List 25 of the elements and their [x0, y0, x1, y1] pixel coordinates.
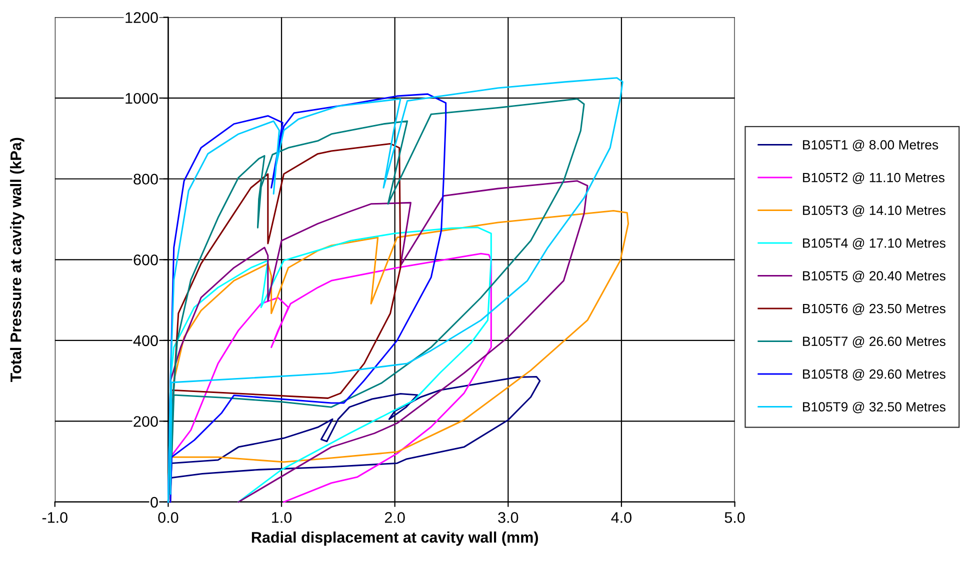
x-tick-label: 4.0	[611, 512, 632, 523]
legend-label: B105T7 @ 26.60 Metres	[803, 336, 946, 348]
legend-label: B105T3 @ 14.10 Metres	[803, 205, 946, 217]
legend-label: B105T5 @ 20.40 Metres	[803, 270, 946, 282]
y-tick-label: 400	[133, 335, 158, 346]
legend-label: B105T8 @ 29.60 Metres	[803, 369, 946, 380]
legend-label: B105T6 @ 23.50 Metres	[803, 304, 946, 315]
x-tick-label: 1.0	[272, 512, 292, 523]
y-tick-label: 800	[134, 174, 158, 185]
y-tick-label: 0	[150, 496, 158, 508]
x-tick-label: 2.0	[384, 512, 405, 523]
x-tick-label: 0.0	[158, 512, 178, 523]
legend-label: B105T2 @ 11.10 Metres	[803, 172, 944, 184]
legend-label: B105T1 @ 8.00 Metres	[803, 140, 938, 152]
x-tick-label: -1.0	[42, 512, 68, 523]
y-tick-label: 1200	[126, 12, 158, 23]
x-tick-label: 3.0	[498, 512, 518, 523]
x-axis-title: Radial displacement at cavity wall (mm)	[252, 532, 538, 546]
legend-label: B105T9 @ 32.50 Metres	[803, 402, 946, 414]
y-tick-label: 200	[134, 416, 158, 427]
y-tick-label: 600	[134, 254, 158, 266]
x-tick-label: 5.0	[724, 512, 745, 523]
y-axis-title: Total Pressure at cavity wall (kPa)	[10, 138, 24, 382]
legend-label: B105T4 @ 17.10 Metres	[803, 238, 946, 250]
y-tick-label: 1000	[126, 92, 158, 104]
